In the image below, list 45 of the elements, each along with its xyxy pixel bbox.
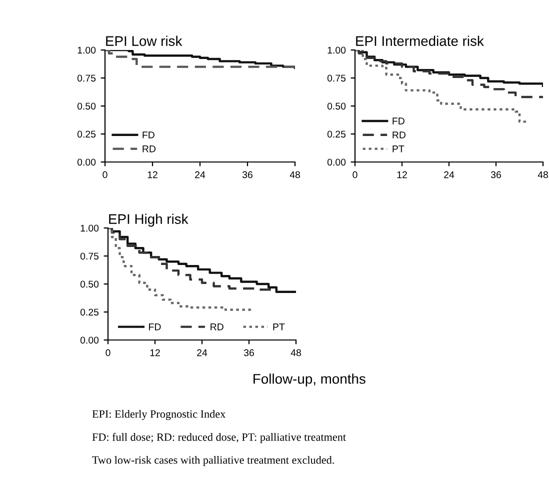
x-tick-label: 12 (148, 171, 158, 178)
y-tick-label: 0.25 (80, 308, 99, 316)
chart-title: EPI Intermediate risk (356, 36, 484, 46)
x-tick-label: 24 (444, 171, 454, 178)
y-tick-label: 0.00 (77, 158, 96, 166)
x-tick-label: 0 (102, 171, 108, 178)
y-tick-label: 0.00 (80, 336, 99, 344)
x-tick-label: 36 (242, 171, 252, 178)
y-tick-label: 0.50 (77, 102, 96, 110)
text: EPI: Elderly Prognostic Index (92, 410, 226, 420)
x-tick-label: 24 (195, 171, 206, 178)
y-tick-label: 0.25 (77, 130, 96, 138)
legend-label: FD (392, 118, 404, 124)
y-tick-label: 0.00 (327, 158, 346, 166)
x-tick-label: 24 (197, 349, 208, 356)
legend-label: FD (149, 324, 161, 330)
x-tick-label: 48 (290, 349, 301, 356)
y-tick-label: 0.50 (80, 280, 99, 288)
legend-label: RD (210, 324, 224, 330)
chart-title: EPI High risk (109, 214, 188, 227)
y-tick-label: 0.50 (327, 102, 346, 110)
legend-label: FD (142, 132, 154, 138)
legend-label: RD (392, 132, 406, 138)
y-tick-label: 1.00 (328, 46, 346, 54)
x-tick-label: 0 (352, 171, 358, 178)
y-tick-label: 0.75 (77, 74, 96, 82)
x-axis-title: Follow-up, months (254, 374, 366, 387)
x-tick-label: 48 (290, 171, 300, 178)
legend-label: RD (142, 146, 156, 152)
text: Two low-risk cases with palliative treatment excluded. (92, 456, 334, 466)
x-tick-label: 0 (106, 349, 110, 356)
y-tick-label: 1.00 (80, 224, 99, 232)
x-tick-label: 36 (490, 171, 501, 178)
legend-label: PT (273, 324, 285, 330)
x-tick-label: 48 (538, 171, 548, 178)
legend-label: PT (392, 146, 404, 152)
y-tick-label: 1.00 (78, 46, 96, 54)
x-tick-label: 12 (397, 171, 407, 178)
x-tick-label: 36 (244, 349, 254, 356)
y-tick-label: 0.75 (327, 74, 346, 82)
x-tick-label: 12 (150, 349, 160, 356)
text: FD: full dose; RD: reduced dose, PT: palliative treatment (92, 432, 346, 444)
chart-title: EPI Low risk (106, 36, 182, 46)
y-tick-label: 0.75 (80, 252, 99, 260)
y-tick-label: 0.25 (327, 130, 346, 138)
